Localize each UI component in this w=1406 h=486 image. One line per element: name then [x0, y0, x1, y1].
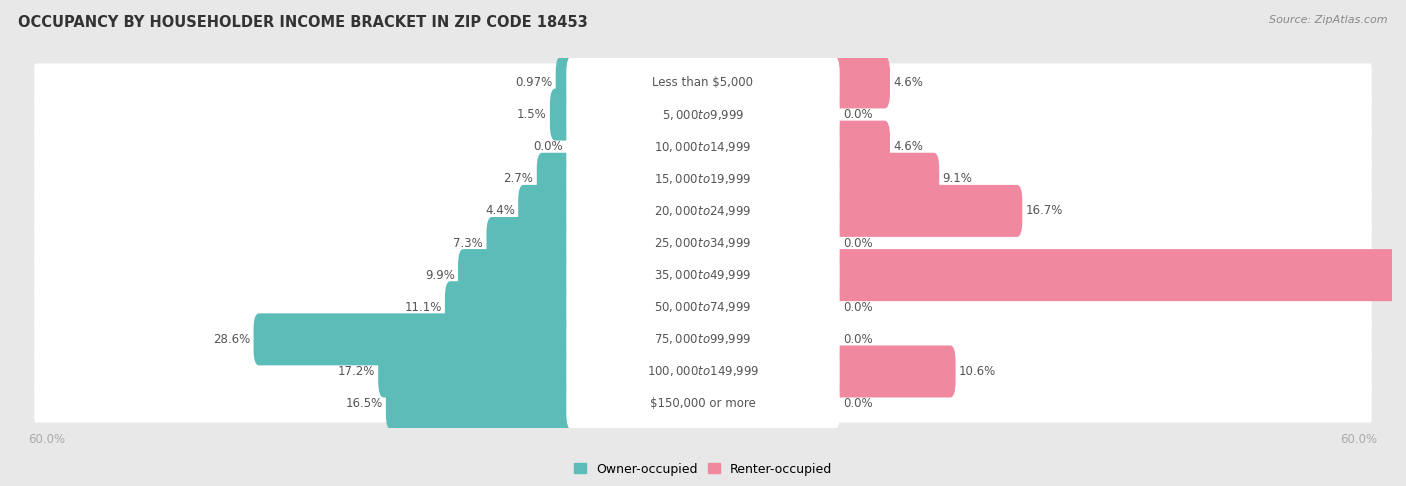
FancyBboxPatch shape: [828, 121, 890, 173]
Text: 9.1%: 9.1%: [942, 172, 973, 185]
Text: 16.7%: 16.7%: [1025, 205, 1063, 217]
FancyBboxPatch shape: [567, 249, 839, 301]
FancyBboxPatch shape: [550, 88, 578, 140]
Text: 2.7%: 2.7%: [503, 172, 533, 185]
FancyBboxPatch shape: [34, 256, 1372, 294]
Text: 7.3%: 7.3%: [454, 237, 484, 249]
Text: 28.6%: 28.6%: [214, 333, 250, 346]
Text: 4.6%: 4.6%: [893, 140, 924, 153]
FancyBboxPatch shape: [34, 64, 1372, 102]
Text: $10,000 to $14,999: $10,000 to $14,999: [654, 139, 752, 154]
FancyBboxPatch shape: [567, 88, 839, 140]
Text: $100,000 to $149,999: $100,000 to $149,999: [647, 364, 759, 379]
FancyBboxPatch shape: [253, 313, 578, 365]
FancyBboxPatch shape: [486, 217, 578, 269]
FancyBboxPatch shape: [444, 281, 578, 333]
Text: $15,000 to $19,999: $15,000 to $19,999: [654, 172, 752, 186]
FancyBboxPatch shape: [567, 153, 839, 205]
FancyBboxPatch shape: [34, 128, 1372, 166]
Text: 11.1%: 11.1%: [405, 301, 441, 314]
FancyBboxPatch shape: [567, 281, 839, 333]
Text: 0.0%: 0.0%: [844, 397, 873, 410]
FancyBboxPatch shape: [34, 160, 1372, 198]
Text: 9.9%: 9.9%: [425, 269, 454, 281]
Text: Less than $5,000: Less than $5,000: [652, 76, 754, 89]
FancyBboxPatch shape: [567, 185, 839, 237]
Text: 16.5%: 16.5%: [346, 397, 382, 410]
FancyBboxPatch shape: [34, 352, 1372, 390]
FancyBboxPatch shape: [567, 121, 839, 173]
FancyBboxPatch shape: [567, 217, 839, 269]
FancyBboxPatch shape: [567, 313, 839, 365]
Text: OCCUPANCY BY HOUSEHOLDER INCOME BRACKET IN ZIP CODE 18453: OCCUPANCY BY HOUSEHOLDER INCOME BRACKET …: [18, 15, 588, 30]
Text: $50,000 to $74,999: $50,000 to $74,999: [654, 300, 752, 314]
Text: 4.6%: 4.6%: [893, 76, 924, 89]
FancyBboxPatch shape: [34, 320, 1372, 358]
FancyBboxPatch shape: [537, 153, 578, 205]
Text: $25,000 to $34,999: $25,000 to $34,999: [654, 236, 752, 250]
FancyBboxPatch shape: [34, 384, 1372, 422]
Text: 0.0%: 0.0%: [844, 237, 873, 249]
FancyBboxPatch shape: [458, 249, 578, 301]
FancyBboxPatch shape: [828, 153, 939, 205]
Text: $5,000 to $9,999: $5,000 to $9,999: [662, 107, 744, 122]
FancyBboxPatch shape: [34, 192, 1372, 230]
Text: $150,000 or more: $150,000 or more: [650, 397, 756, 410]
FancyBboxPatch shape: [567, 56, 839, 108]
Text: 0.0%: 0.0%: [844, 301, 873, 314]
Text: Source: ZipAtlas.com: Source: ZipAtlas.com: [1270, 15, 1388, 25]
Text: 0.0%: 0.0%: [844, 108, 873, 121]
FancyBboxPatch shape: [567, 346, 839, 398]
FancyBboxPatch shape: [828, 249, 1406, 301]
Text: $75,000 to $99,999: $75,000 to $99,999: [654, 332, 752, 347]
FancyBboxPatch shape: [555, 56, 578, 108]
Text: 10.6%: 10.6%: [959, 365, 995, 378]
Text: 1.5%: 1.5%: [517, 108, 547, 121]
FancyBboxPatch shape: [519, 185, 578, 237]
Text: 0.0%: 0.0%: [533, 140, 562, 153]
Text: 0.97%: 0.97%: [515, 76, 553, 89]
Text: 4.4%: 4.4%: [485, 205, 515, 217]
Text: $35,000 to $49,999: $35,000 to $49,999: [654, 268, 752, 282]
Text: $20,000 to $24,999: $20,000 to $24,999: [654, 204, 752, 218]
FancyBboxPatch shape: [828, 346, 956, 398]
Text: 17.2%: 17.2%: [337, 365, 375, 378]
FancyBboxPatch shape: [828, 56, 890, 108]
FancyBboxPatch shape: [567, 378, 839, 430]
FancyBboxPatch shape: [828, 185, 1022, 237]
Legend: Owner-occupied, Renter-occupied: Owner-occupied, Renter-occupied: [568, 457, 838, 481]
FancyBboxPatch shape: [34, 224, 1372, 262]
FancyBboxPatch shape: [385, 378, 578, 430]
FancyBboxPatch shape: [34, 288, 1372, 326]
FancyBboxPatch shape: [34, 96, 1372, 134]
Text: 0.0%: 0.0%: [844, 333, 873, 346]
FancyBboxPatch shape: [378, 346, 578, 398]
